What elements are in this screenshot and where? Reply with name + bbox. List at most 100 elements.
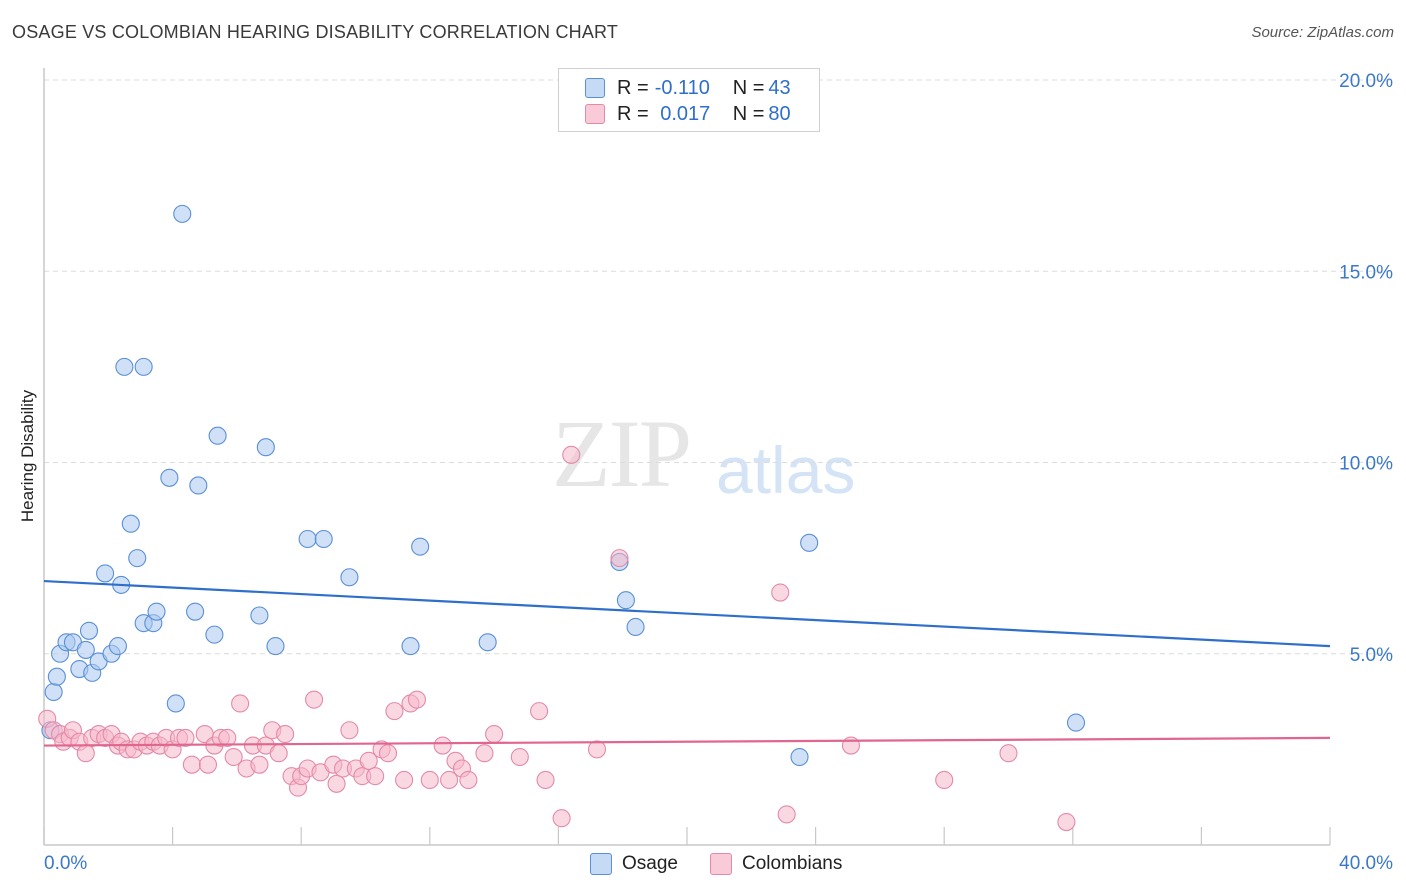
y-tick-label: 10.0% [1339,454,1393,475]
colombian-point [440,770,459,790]
colombian-point [305,690,324,709]
correlation-legend: R = -0.110 N = 43 R = 0.017 N = 80 [558,68,820,132]
colombian-point [530,702,549,721]
colombian-point [385,702,404,721]
osage-swatch [590,853,612,875]
chart-source: Source: ZipAtlas.com [1251,24,1394,41]
colombian-point [327,774,346,793]
osage-point [160,468,179,487]
colombian-point [510,747,529,767]
colombian-point [218,728,237,747]
osage-point [478,633,497,652]
colombian-point [433,736,452,755]
watermark-atlas: atlas [716,433,856,507]
osage-point [173,204,192,223]
colombian-point [250,755,269,774]
tick-labels: 5.0% 10.0% 15.0% 20.0% 0.0% 40.0% [44,71,1393,874]
chart-title: OSAGE VS COLOMBIAN HEARING DISABILITY CO… [12,22,619,42]
osage-point [401,637,420,656]
colombian-point [340,721,359,740]
osage-point [314,529,333,549]
osage-point [96,564,115,583]
legend-r-label: R = [617,102,649,125]
osage-point [134,357,153,376]
osage-point [76,640,95,659]
colombian-point [771,583,790,602]
colombian-point [76,744,95,763]
grid-lines [44,79,1392,655]
legend-row-osage: R = -0.110 N = 43 [585,77,791,99]
colombians-swatch [585,104,605,124]
osage-point [1066,713,1086,732]
bottom-legend-colombians: Colombians [710,851,842,877]
colombian-point [485,725,504,744]
colombian-point [395,770,414,790]
legend-n-value: 80 [768,102,791,125]
colombian-point [269,744,288,763]
osage-legend-label: Osage [622,853,678,874]
colombian-point [231,694,250,713]
osage-point [626,617,645,637]
osage-point [186,602,205,621]
osage-point [147,602,166,621]
x-tick-label: 40.0% [1339,853,1393,874]
osage-point [266,637,285,656]
colombian-point [224,747,243,767]
axes [43,68,1331,846]
y-tick-label: 20.0% [1339,71,1393,92]
osage-point [108,637,127,656]
osage-point [205,625,224,644]
colombian-point [407,690,426,709]
colombians-legend-label: Colombians [742,853,843,874]
osage-series [41,204,1086,767]
bottom-legend-osage: Osage [590,851,678,877]
legend-r-label: R = [617,76,649,99]
colombian-point [587,740,607,759]
colombian-point [841,736,861,755]
colombian-point [176,728,195,747]
colombian-point [276,725,295,744]
colombians-series [38,445,1076,832]
colombian-point [366,767,385,786]
colombian-point [378,744,398,763]
osage-point [790,747,809,767]
y-tick-label: 15.0% [1339,262,1393,283]
osage-point [47,667,66,686]
osage-point [250,606,269,625]
colombian-point [562,445,581,464]
colombian-point [610,549,629,568]
osage-point [340,568,359,587]
y-tick-label: 5.0% [1350,645,1393,666]
osage-point [616,591,635,610]
osage-point [298,529,317,549]
colombians-swatch [710,853,732,875]
osage-point [115,357,134,376]
osage-point [79,621,99,640]
legend-row-colombians: R = 0.017 N = 80 [585,103,791,125]
osage-swatch [585,78,605,98]
colombian-point [777,805,796,824]
colombian-point [182,755,201,774]
colombian-point [420,770,439,790]
colombians-trend-line [43,736,1331,747]
colombian-point [359,751,378,770]
osage-point [800,533,819,552]
legend-n-label: N = [732,76,765,99]
osage-point [189,476,208,495]
colombian-point [999,744,1018,763]
osage-point [411,537,430,556]
osage-point [128,549,147,568]
colombian-point [198,755,218,774]
colombian-point [475,744,494,763]
osage-point [208,426,227,445]
osage-point [121,514,140,533]
osage-point [166,694,185,713]
osage-point [44,682,63,702]
colombian-point [552,809,571,828]
colombian-point [536,770,555,790]
colombian-point [459,770,478,790]
legend-n-label: N = [732,102,765,125]
osage-point [256,438,275,457]
colombian-point [935,770,954,790]
